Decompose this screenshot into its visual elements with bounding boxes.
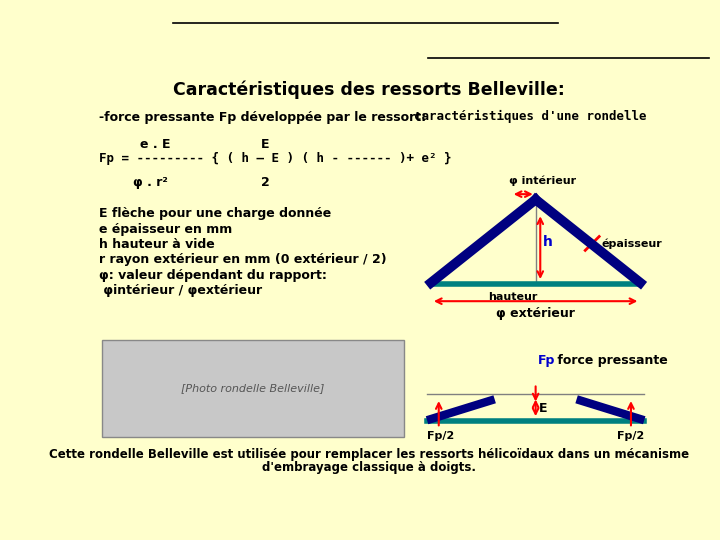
Text: h hauteur à vide: h hauteur à vide [99,238,215,251]
Text: e . E: e . E [140,138,171,151]
Text: Fp: Fp [538,354,555,367]
Text: φintérieur / φextérieur: φintérieur / φextérieur [99,284,262,297]
Text: [Photo rondelle Belleville]: [Photo rondelle Belleville] [181,383,325,393]
Text: h: h [543,235,552,249]
Text: e épaisseur en mm: e épaisseur en mm [99,222,233,235]
Text: Fp = --------- { ( h – E ) ( h - ------ )+ e² }: Fp = --------- { ( h – E ) ( h - ------ … [99,152,452,165]
Text: φ intérieur: φ intérieur [509,176,577,186]
Text: E flèche pour une charge donnée: E flèche pour une charge donnée [99,207,331,220]
Text: E: E [261,138,269,151]
Text: caractéristiques d'une rondelle: caractéristiques d'une rondelle [414,110,647,123]
Text: hauteur: hauteur [487,292,537,302]
Text: -force pressante Fp développée par le ressort:: -force pressante Fp développée par le re… [99,111,426,124]
Text: φ extérieur: φ extérieur [496,307,575,320]
Text: φ . r²: φ . r² [132,177,168,190]
Text: Caractéristiques des ressorts Belleville:: Caractéristiques des ressorts Belleville… [173,80,565,99]
Text: φ: valeur dépendant du rapport:: φ: valeur dépendant du rapport: [99,269,327,282]
Text: Cette rondelle Belleville est utilisée pour remplacer les ressorts hélicoïdaux d: Cette rondelle Belleville est utilisée p… [49,448,689,461]
Bar [102,340,404,437]
Text: force pressante: force pressante [554,354,668,367]
Text: épaisseur: épaisseur [601,238,662,249]
Text: r rayon extérieur en mm (0 extérieur / 2): r rayon extérieur en mm (0 extérieur / 2… [99,253,387,266]
Text: 2: 2 [261,177,269,190]
Text: Fp/2: Fp/2 [427,431,454,441]
Text: E: E [539,402,547,415]
Text: Fp/2: Fp/2 [617,431,644,441]
Text: d'embrayage classique à doigts.: d'embrayage classique à doigts. [262,461,476,474]
